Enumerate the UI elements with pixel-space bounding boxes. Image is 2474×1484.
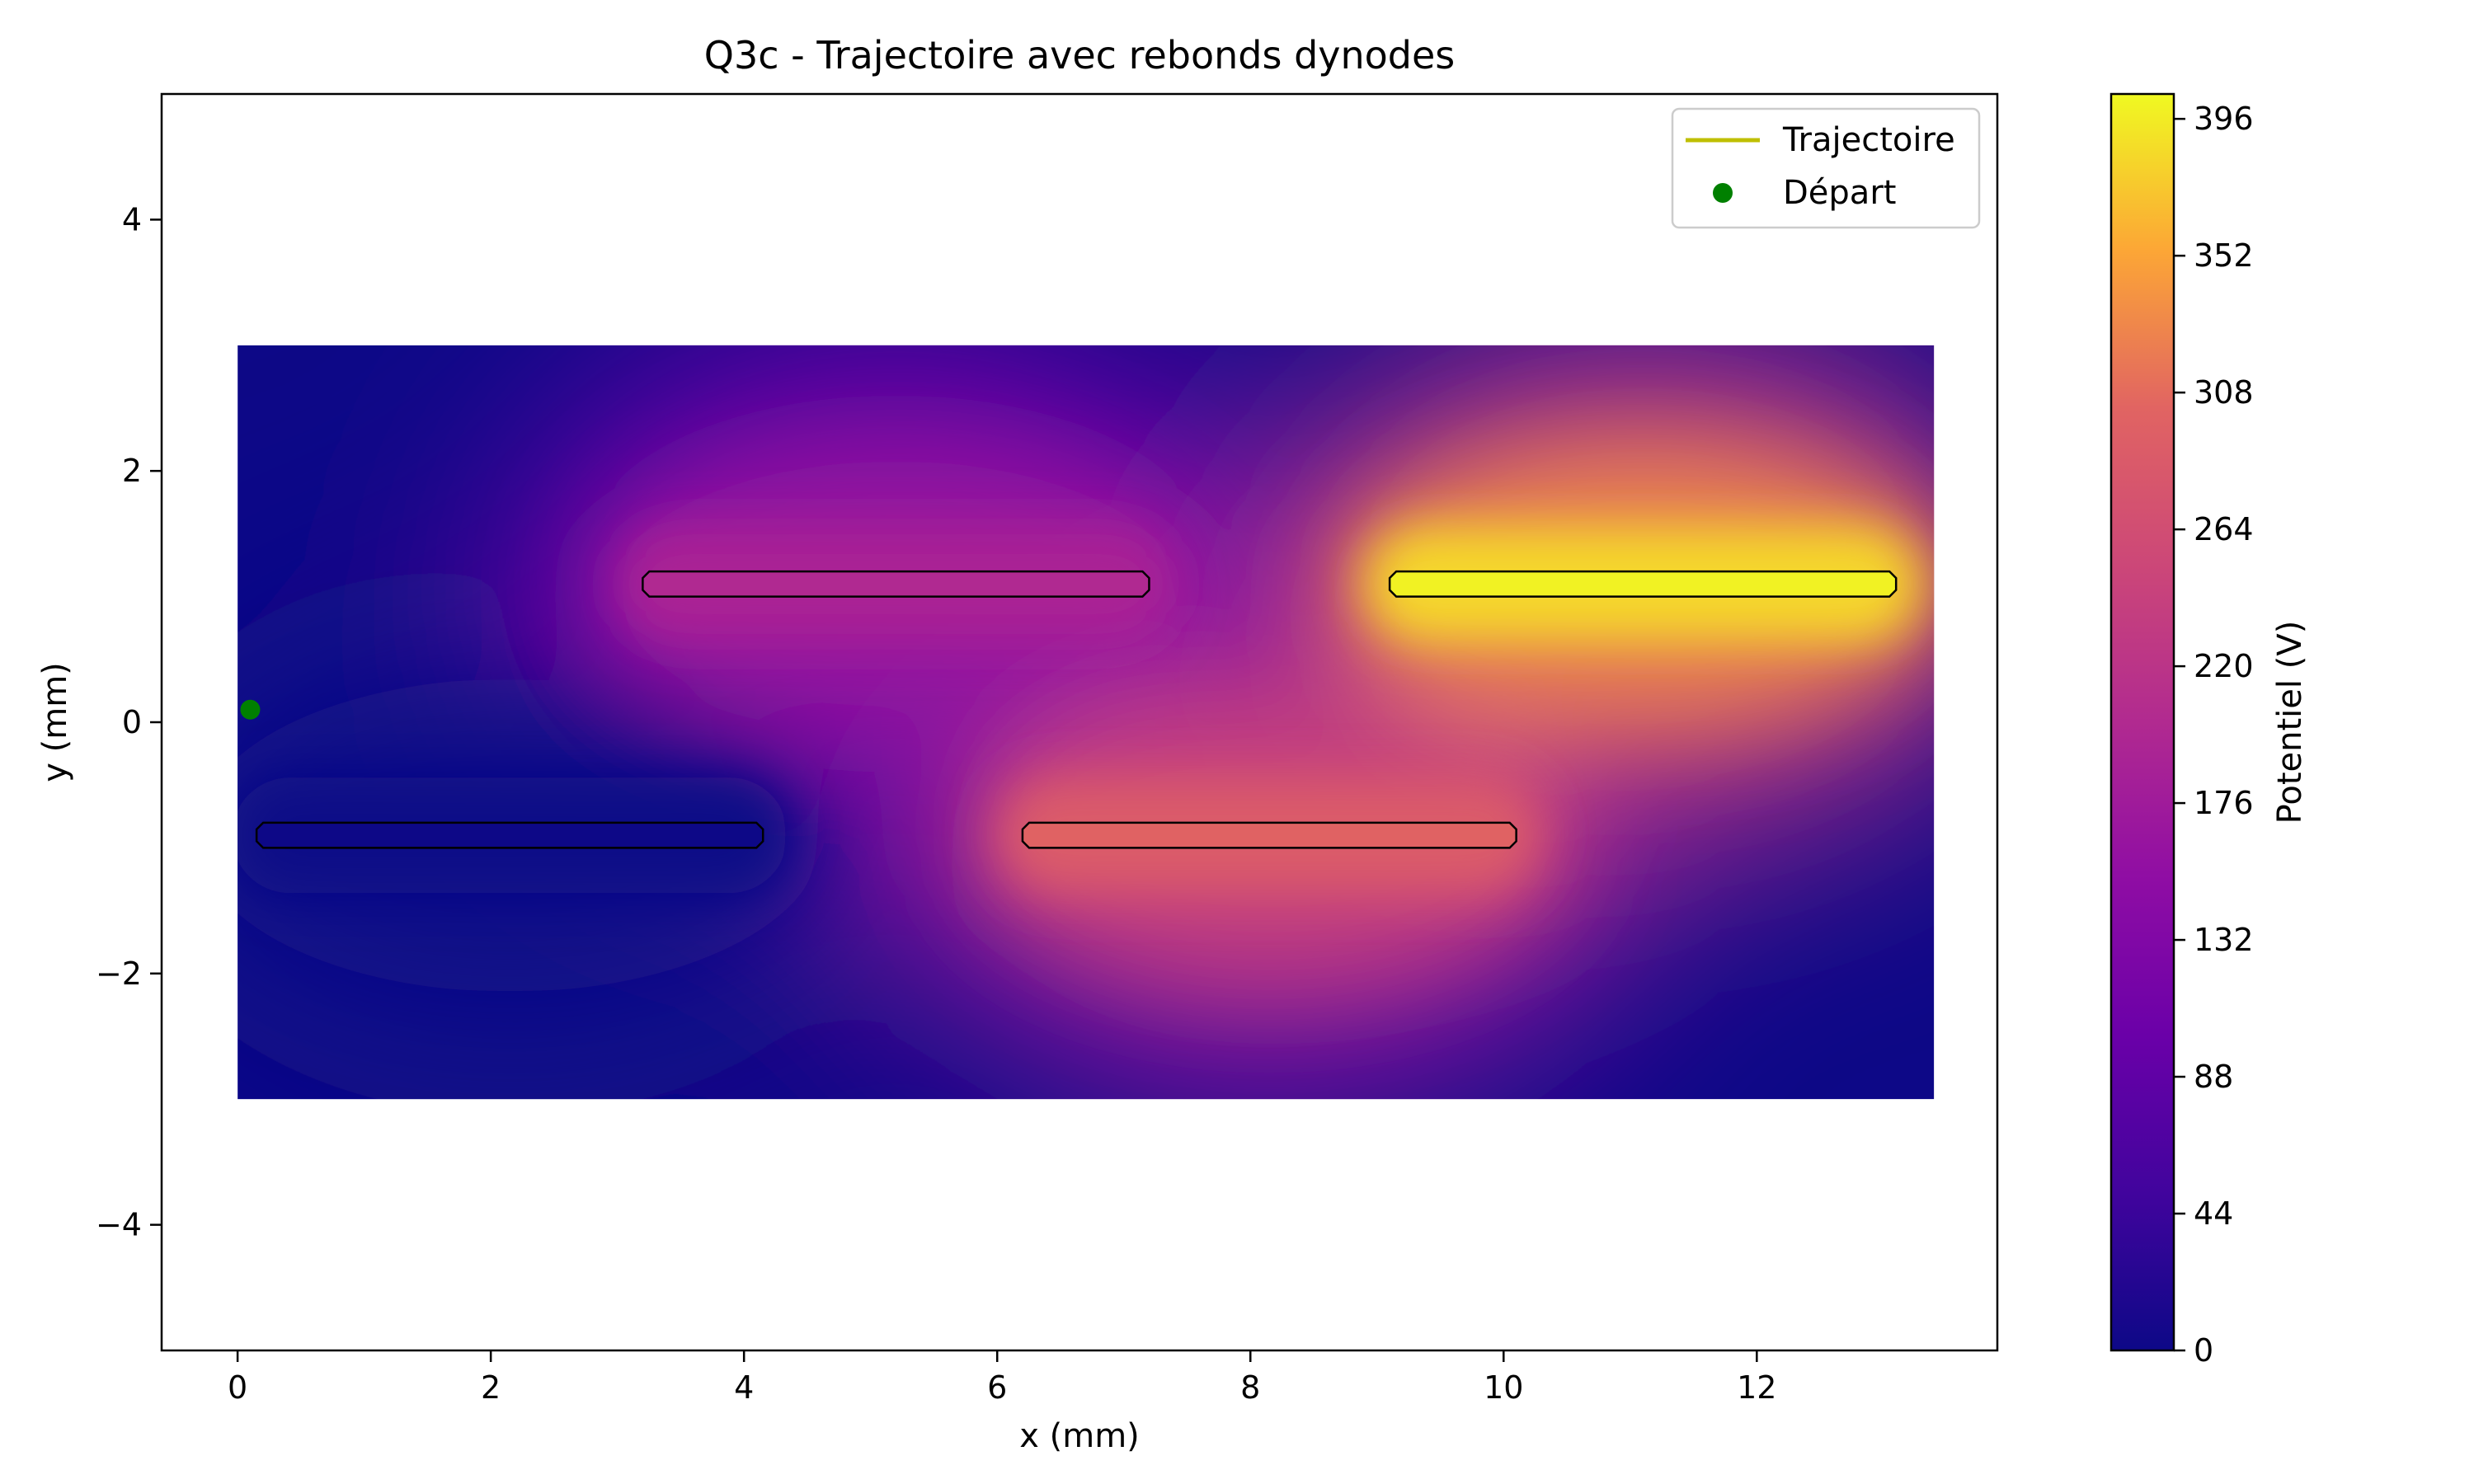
colorbar-tick-label: 264 bbox=[2194, 511, 2254, 547]
colorbar-tick-label: 176 bbox=[2194, 785, 2254, 821]
y-tick-label: −4 bbox=[96, 1207, 142, 1243]
colorbar-tick-label: 0 bbox=[2194, 1332, 2213, 1369]
start-point bbox=[240, 699, 261, 720]
x-tick-label: 4 bbox=[734, 1369, 754, 1406]
x-tick-label: 6 bbox=[987, 1369, 1007, 1406]
x-axis-label: x (mm) bbox=[1019, 1417, 1140, 1455]
y-tick-label: −2 bbox=[96, 956, 142, 992]
y-tick-label: 2 bbox=[122, 453, 142, 489]
y-tick-label: 4 bbox=[122, 201, 142, 237]
plot-area bbox=[238, 345, 1935, 1100]
dynodes bbox=[255, 570, 1898, 849]
x-tick-label: 0 bbox=[228, 1369, 247, 1406]
x-tick-label: 12 bbox=[1737, 1369, 1776, 1406]
colorbar-tick-label: 220 bbox=[2194, 648, 2254, 684]
legend-depart-label: Départ bbox=[1783, 174, 1896, 212]
colorbar: 0 44 88 132 176 220 264 308 352 396 Potentiel (V) bbox=[2109, 92, 2309, 1369]
colorbar-tick-label: 396 bbox=[2194, 101, 2254, 137]
legend-depart-swatch bbox=[1713, 183, 1733, 203]
dynode-1 bbox=[255, 821, 764, 849]
colorbar-tick-label: 132 bbox=[2194, 922, 2254, 958]
potential-heatmap bbox=[238, 345, 1935, 1100]
x-axis-ticks: 0 2 4 6 8 10 12 bbox=[228, 1350, 1776, 1406]
colorbar-tick-label: 352 bbox=[2194, 237, 2254, 274]
y-axis-label: y (mm) bbox=[36, 662, 74, 782]
x-tick-label: 2 bbox=[481, 1369, 501, 1406]
colorbar-ticks: 0 44 88 132 176 220 264 308 352 396 bbox=[2174, 101, 2254, 1369]
chart-title: Q3c - Trajectoire avec rebonds dynodes bbox=[704, 33, 1456, 77]
colorbar-tick-label: 308 bbox=[2194, 374, 2254, 411]
dynode-2 bbox=[642, 570, 1150, 598]
colorbar-gradient bbox=[2109, 92, 2175, 1352]
dynode-3 bbox=[1021, 821, 1517, 849]
y-tick-label: 0 bbox=[122, 704, 142, 740]
colorbar-label: Potentiel (V) bbox=[2271, 621, 2309, 824]
colorbar-tick-label: 88 bbox=[2194, 1059, 2233, 1095]
x-tick-label: 10 bbox=[1484, 1369, 1523, 1406]
colorbar-tick-label: 44 bbox=[2194, 1195, 2233, 1232]
legend-trajectoire-label: Trajectoire bbox=[1782, 121, 1955, 159]
start-points bbox=[240, 699, 261, 720]
dynode-4 bbox=[1388, 570, 1898, 598]
legend: Trajectoire Départ bbox=[1671, 107, 1981, 229]
y-axis-ticks: −4 −2 0 2 4 bbox=[96, 201, 162, 1243]
x-tick-label: 8 bbox=[1240, 1369, 1260, 1406]
